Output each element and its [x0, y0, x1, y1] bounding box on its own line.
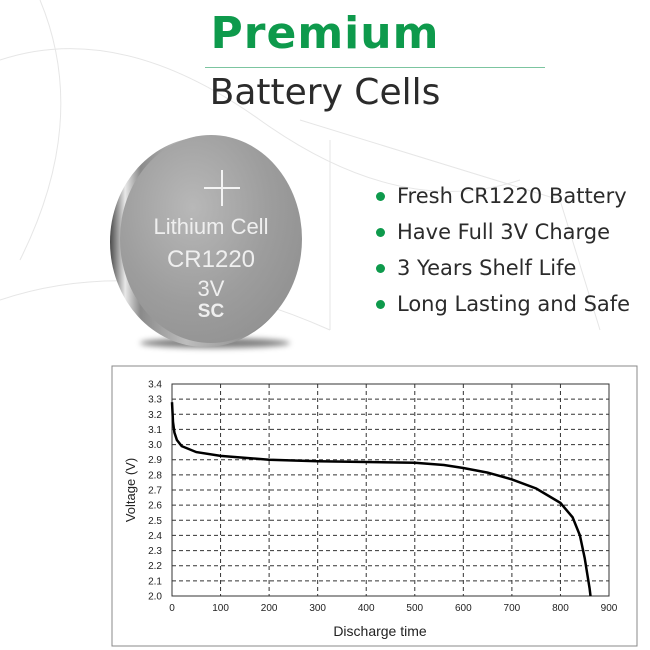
y-tick-label: 2.5 — [148, 516, 162, 527]
x-tick-label: 300 — [309, 603, 326, 614]
y-tick-label: 2.3 — [148, 546, 162, 557]
y-tick-label: 2.0 — [148, 592, 162, 603]
bullet-icon — [376, 299, 385, 309]
bullet-icon — [376, 227, 385, 237]
y-tick-label: 3.0 — [148, 440, 162, 451]
bullet-icon — [376, 263, 385, 273]
y-tick-label: 2.2 — [148, 561, 162, 572]
y-tick-label: 3.1 — [148, 425, 162, 436]
feature-label: 3 Years Shelf Life — [397, 256, 577, 280]
voltage-curve — [170, 402, 592, 597]
feature-label: Long Lasting and Safe — [397, 292, 631, 316]
x-tick-label: 800 — [552, 603, 569, 614]
feature-label: Have Full 3V Charge — [397, 220, 611, 244]
x-tick-label: 700 — [504, 603, 521, 614]
coin-label-model: CR1220 — [166, 246, 256, 273]
x-tick-label: 200 — [261, 603, 278, 614]
x-tick-label: 400 — [358, 603, 375, 614]
title-premium: Premium — [210, 8, 440, 59]
feature-item: Fresh CR1220 Battery — [376, 178, 630, 214]
x-tick-label: 500 — [406, 603, 423, 614]
y-tick-label: 3.3 — [148, 395, 162, 406]
feature-label: Fresh CR1220 Battery — [397, 184, 627, 208]
feature-list: Fresh CR1220 Battery Have Full 3V Charge… — [376, 178, 630, 322]
y-tick-label: 2.6 — [148, 501, 162, 512]
y-tick-label: 3.2 — [148, 410, 162, 421]
y-tick-label: 2.9 — [148, 455, 162, 466]
y-tick-label: 2.8 — [148, 470, 162, 481]
y-tick-label: 2.4 — [148, 531, 162, 542]
x-tick-label: 100 — [212, 603, 229, 614]
x-tick-label: 0 — [169, 603, 175, 614]
x-tick-label: 600 — [455, 603, 472, 614]
y-tick-label: 2.1 — [148, 576, 162, 587]
plus-icon — [204, 170, 240, 206]
x-tick-label: 900 — [601, 603, 618, 614]
y-axis-label: Voltage (V) — [123, 458, 138, 522]
y-tick-label: 3.4 — [148, 380, 162, 391]
plot-area — [171, 383, 610, 597]
feature-item: 3 Years Shelf Life — [376, 250, 630, 286]
coin-face — [120, 135, 302, 343]
feature-item: Have Full 3V Charge — [376, 214, 630, 250]
coin-label-voltage: 3V — [197, 276, 225, 301]
coin-label-type: Lithium Cell — [153, 214, 269, 239]
y-tick-label: 2.7 — [148, 486, 162, 497]
bullet-icon — [376, 191, 385, 201]
title-divider — [205, 67, 545, 68]
feature-item: Long Lasting and Safe — [376, 286, 630, 322]
chart-frame — [111, 365, 638, 647]
x-axis-label: Discharge time — [333, 623, 427, 639]
coin-label-maker: SC — [197, 301, 225, 322]
subtitle-battery-cells: Battery Cells — [209, 72, 441, 113]
